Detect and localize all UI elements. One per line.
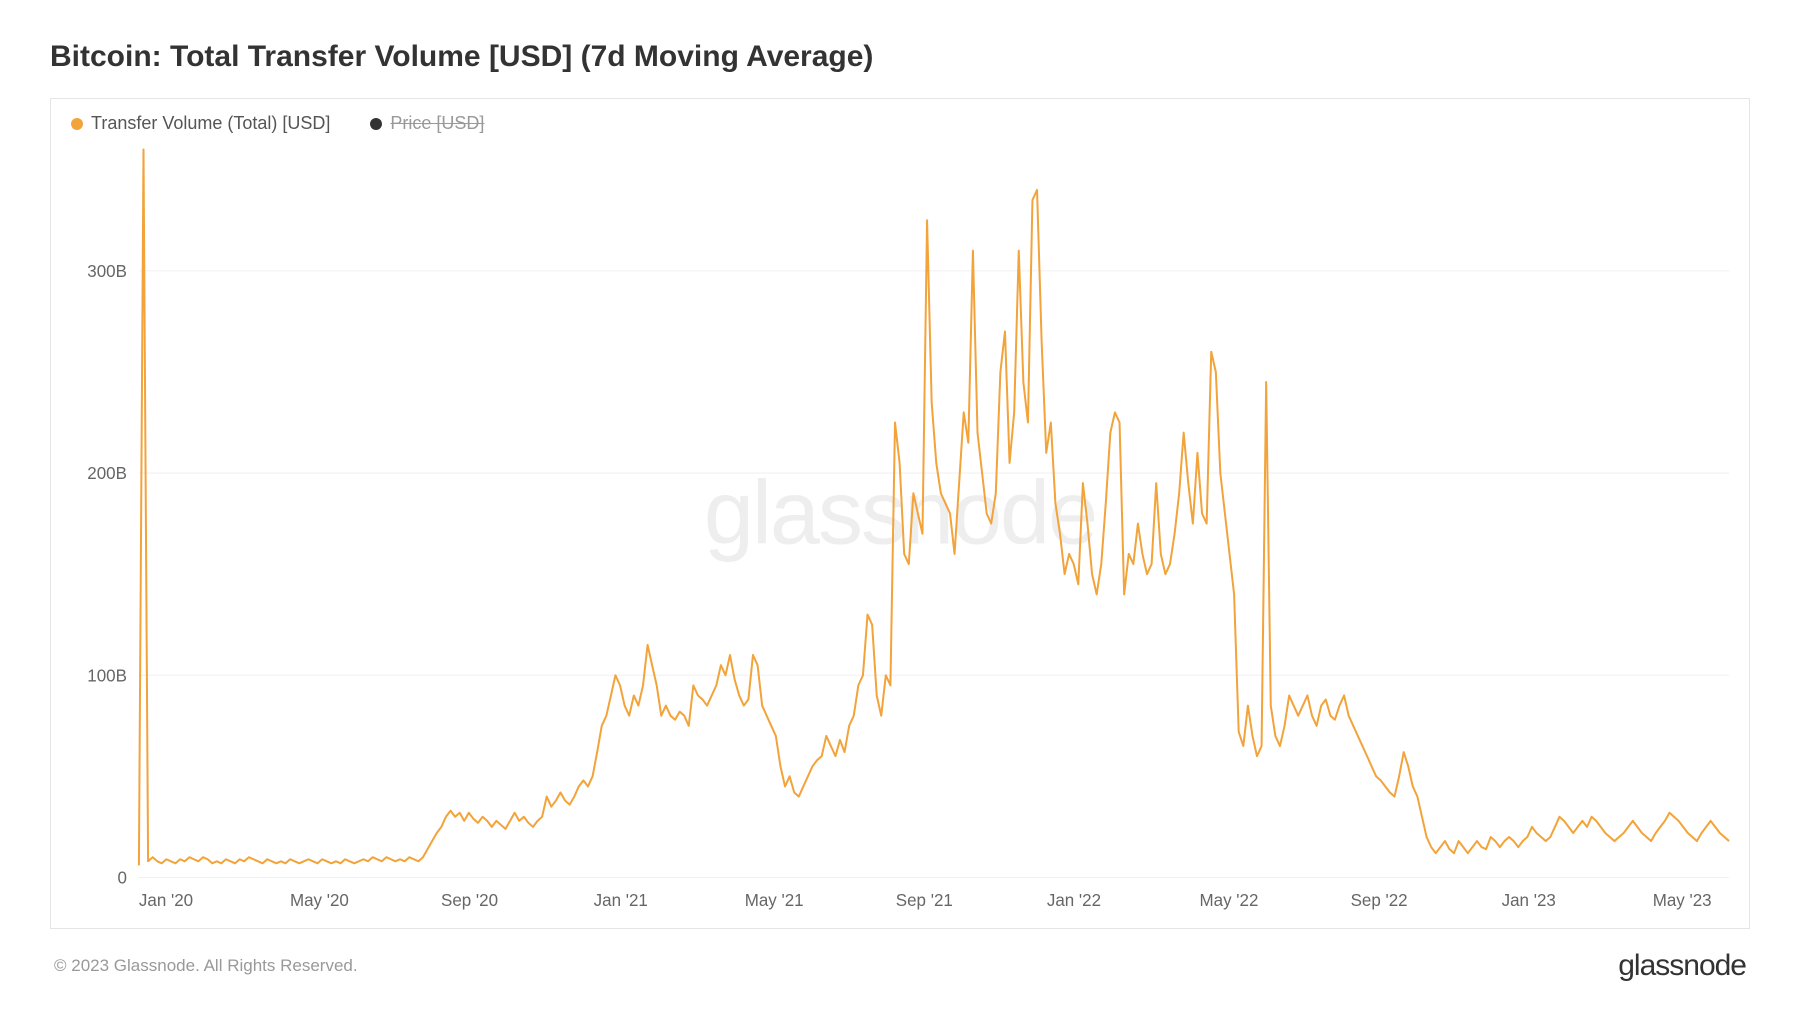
brand-logo: glassnode bbox=[1618, 949, 1746, 983]
svg-text:100B: 100B bbox=[87, 666, 127, 685]
svg-text:300B: 300B bbox=[87, 262, 127, 281]
svg-text:Sep '22: Sep '22 bbox=[1351, 891, 1408, 910]
svg-text:May '21: May '21 bbox=[745, 891, 804, 910]
chart-container: Transfer Volume (Total) [USD] Price [USD… bbox=[50, 98, 1750, 929]
svg-text:Jan '21: Jan '21 bbox=[594, 891, 648, 910]
svg-text:Sep '21: Sep '21 bbox=[896, 891, 953, 910]
legend: Transfer Volume (Total) [USD] Price [USD… bbox=[71, 113, 484, 134]
legend-dot-icon bbox=[71, 118, 83, 130]
svg-text:Jan '23: Jan '23 bbox=[1502, 891, 1556, 910]
svg-text:Jan '20: Jan '20 bbox=[139, 891, 193, 910]
svg-text:May '20: May '20 bbox=[290, 891, 349, 910]
legend-item-transfer-volume[interactable]: Transfer Volume (Total) [USD] bbox=[71, 113, 330, 134]
svg-text:0: 0 bbox=[117, 868, 126, 887]
copyright-text: © 2023 Glassnode. All Rights Reserved. bbox=[54, 956, 358, 976]
footer: © 2023 Glassnode. All Rights Reserved. g… bbox=[50, 949, 1750, 983]
svg-text:May '23: May '23 bbox=[1653, 891, 1712, 910]
svg-text:200B: 200B bbox=[87, 464, 127, 483]
svg-text:Jan '22: Jan '22 bbox=[1047, 891, 1101, 910]
svg-text:Sep '20: Sep '20 bbox=[441, 891, 498, 910]
svg-text:May '22: May '22 bbox=[1200, 891, 1259, 910]
chart-title: Bitcoin: Total Transfer Volume [USD] (7d… bbox=[50, 40, 1750, 74]
legend-dot-icon bbox=[370, 118, 382, 130]
legend-label: Transfer Volume (Total) [USD] bbox=[91, 113, 330, 134]
chart-plot: 0 100B 200B 300B Jan '20 May '20 Sep '20 Jan '2… bbox=[51, 99, 1749, 928]
legend-label-strike: Price [USD] bbox=[390, 113, 484, 134]
legend-item-price[interactable]: Price [USD] bbox=[370, 113, 484, 134]
